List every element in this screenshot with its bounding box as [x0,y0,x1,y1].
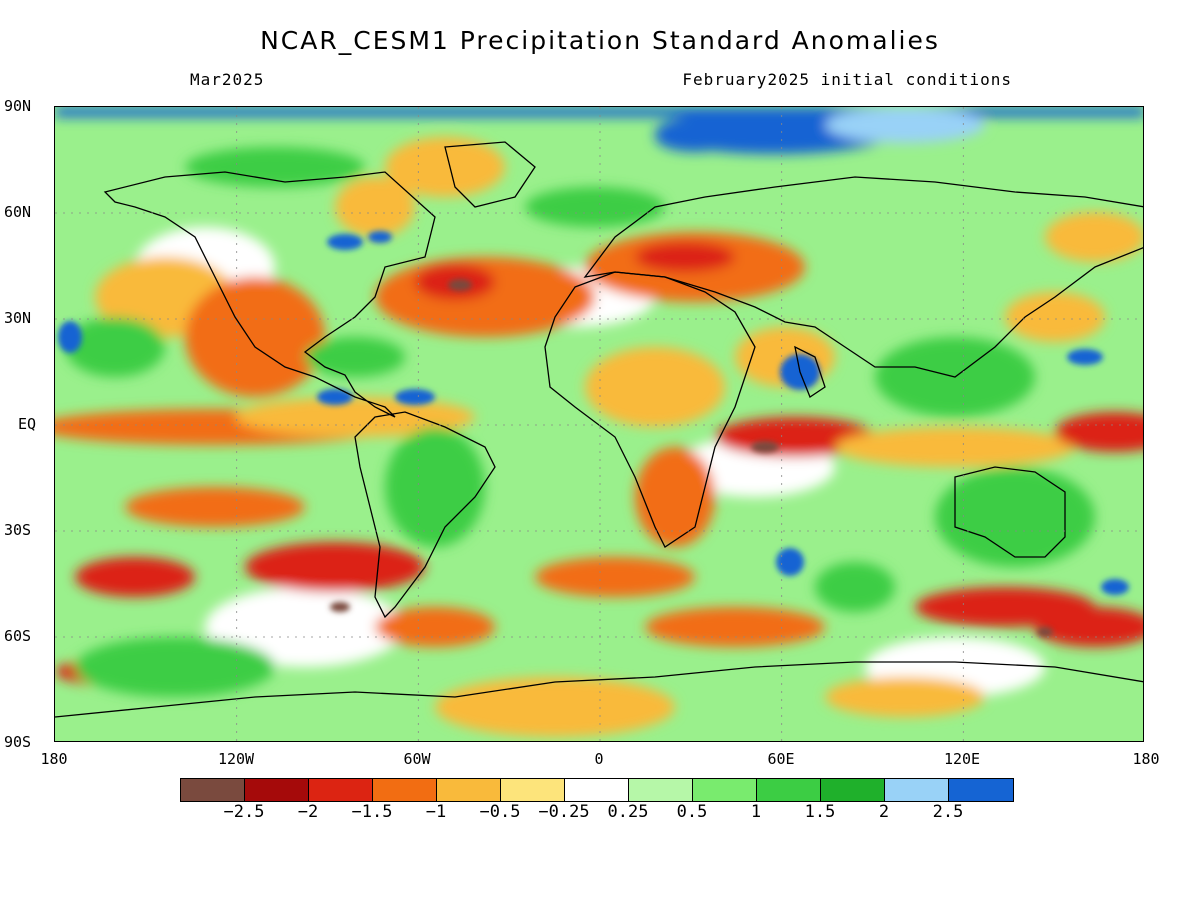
colorbar-label: 0.25 [607,802,649,822]
colorbar-label: 2 [878,802,890,822]
africa-outline [544,271,756,548]
anomaly-field [55,107,1143,737]
lon-label-60e: 60E [767,750,795,768]
lon-label-120e: 120E [943,750,981,768]
south-america-outline [354,411,496,619]
colorbar-swatch [757,779,821,801]
lat-label-60s: 60S [4,627,32,645]
lat-label-90s: 90S [4,733,32,751]
colorbar-swatch [885,779,949,801]
colorbar-swatch [693,779,757,801]
lat-label-60n: 60N [4,203,32,221]
colorbar-swatch [821,779,885,801]
colorbar-label: −0.25 [538,802,590,822]
colorbar-swatch [373,779,437,801]
antarctica-outline [55,661,1143,718]
lat-label-30s: 30S [4,521,32,539]
lon-label-180w: 180 [40,750,68,768]
lon-label-0: 0 [594,750,604,768]
colorbar-swatch [245,779,309,801]
colorbar-label: 1.5 [804,802,836,822]
colorbar-swatch [181,779,245,801]
india-outline [794,345,826,398]
colorbar-label: −2.5 [223,802,265,822]
colorbar-swatch [949,779,1013,801]
colorbar-label: −0.5 [479,802,521,822]
lat-label-eq: EQ [18,415,37,433]
chart-title: NCAR_CESM1 Precipitation Standard Anomal… [260,26,940,55]
australia-outline [954,466,1066,558]
colorbar-swatch [501,779,565,801]
colorbar-label: 0.5 [676,802,708,822]
colorbar-label: −1.5 [351,802,393,822]
colorbar-swatch [437,779,501,801]
lat-label-30n: 30N [4,309,32,327]
forecast-month: Mar2025 [190,70,265,89]
lon-label-180e: 180 [1132,750,1160,768]
colorbar-swatch [565,779,629,801]
anomaly-map-svg [55,107,1143,741]
colorbar-label: −2 [297,802,319,822]
greenland-outline [444,141,536,208]
lon-label-60w: 60W [403,750,431,768]
colorbar-swatch [309,779,373,801]
eurasia-outline [583,176,1143,378]
grid-lines [55,107,1143,741]
colorbar-swatch [629,779,693,801]
initial-conditions: February2025 initial conditions [682,70,1012,89]
anomaly-map [54,106,1144,742]
lat-label-90n: 90N [4,97,32,115]
colorbar-label: 1 [750,802,762,822]
colorbar [180,778,1014,802]
colorbar-label: 2.5 [932,802,964,822]
north-america-outline [103,171,436,418]
lon-label-120w: 120W [217,750,255,768]
colorbar-label: −1 [425,802,447,822]
coastlines [55,141,1143,718]
anomaly-extremes [58,231,1129,637]
